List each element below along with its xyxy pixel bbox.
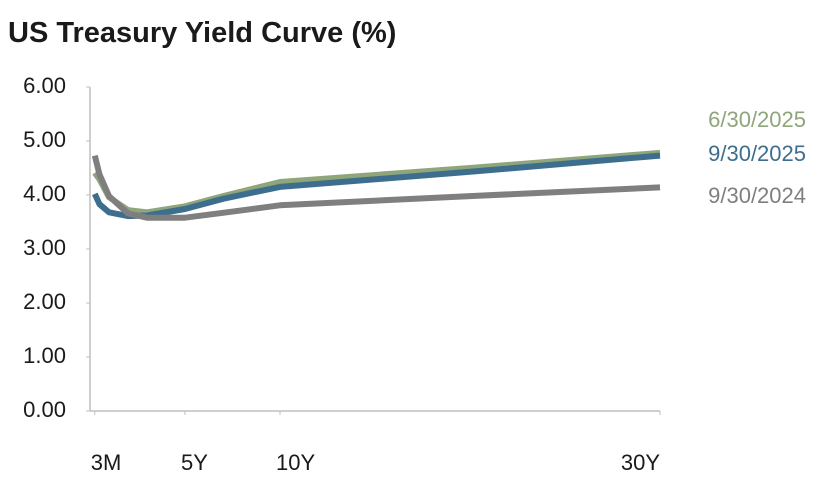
x-tick-label: 5Y (181, 450, 208, 475)
legend-label: 9/30/2024 (708, 183, 806, 208)
series-line (92, 152, 661, 220)
y-tick-label: 1.00 (23, 343, 66, 368)
y-tick-label: 3.00 (23, 235, 66, 260)
x-tick-label: 30Y (621, 450, 660, 475)
y-tick-label: 4.00 (23, 181, 66, 206)
series-line (91, 154, 661, 221)
y-tick-label: 5.00 (23, 127, 66, 152)
chart-title: US Treasury Yield Curve (%) (8, 17, 396, 49)
y-tick-label: 6.00 (23, 73, 66, 98)
y-tick-label: 2.00 (23, 289, 66, 314)
x-tick-label: 3M (91, 450, 122, 475)
legend-label: 9/30/2025 (708, 141, 806, 166)
legend-label: 6/30/2025 (708, 107, 806, 132)
x-tick-label: 10Y (276, 450, 315, 475)
y-tick-label: 0.00 (23, 397, 66, 422)
